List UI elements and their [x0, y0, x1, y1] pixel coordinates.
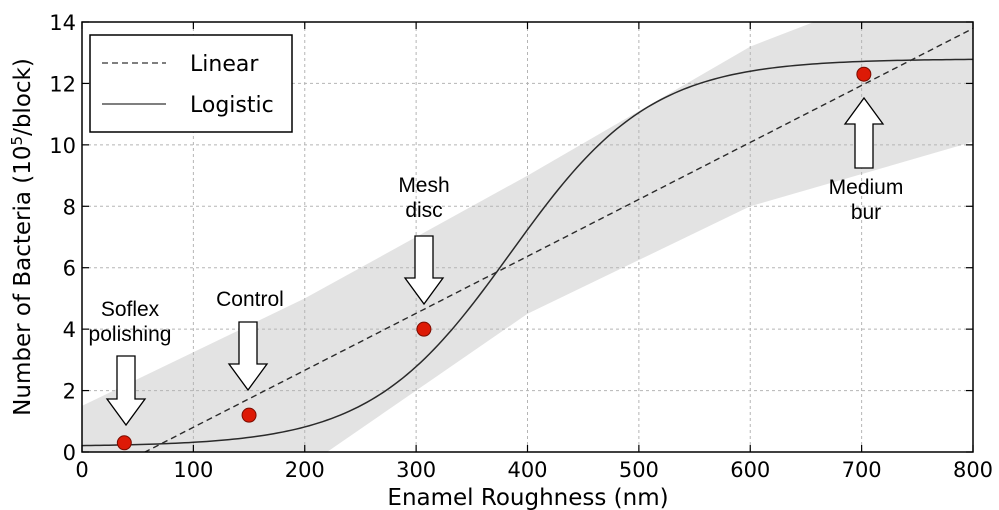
x-tick-label: 0 [75, 458, 88, 482]
annotation-label: Soflex [101, 298, 160, 321]
annotation-label: Mesh [398, 174, 449, 197]
data-point [856, 66, 872, 82]
fit-lines-layer [82, 27, 973, 452]
data-points-layer [116, 66, 872, 451]
y-tick-label: 6 [63, 257, 76, 281]
annotation-arrow [843, 96, 885, 169]
y-tick-label: 14 [49, 11, 76, 35]
ticks-layer: 0 100 200 300 400 500 600 700 800 0 2 4 6 8 10 12 14 [49, 11, 993, 482]
y-tick-label: 2 [63, 380, 76, 404]
x-tick-label: 100 [173, 458, 213, 482]
y-tick-label: 4 [63, 318, 76, 342]
confidence-band [82, 22, 973, 452]
data-point [241, 407, 257, 423]
x-tick-label: 300 [396, 458, 436, 482]
y-tick-label: 10 [49, 134, 76, 158]
y-axis-title-suffix: /block) [10, 58, 36, 136]
legend: Linear Logistic [89, 34, 293, 133]
x-axis-title: Enamel Roughness (nm) [387, 485, 668, 510]
data-point [116, 435, 132, 451]
y-axis-title-prefix: Number of Bacteria (10 [10, 145, 36, 415]
y-axis-title-superscript: 5 [8, 136, 26, 146]
linear-fit-line [143, 27, 973, 452]
x-tick-label: 600 [730, 458, 770, 482]
x-tick-label: 800 [953, 458, 993, 482]
annotation-label: polishing [89, 323, 172, 346]
annotation-label: disc [405, 199, 442, 222]
confidence-band-layer [82, 22, 973, 452]
annotation-label: Control [216, 288, 284, 311]
annotation-arrow [105, 355, 147, 427]
legend-linear-label: Linear [190, 52, 259, 77]
x-tick-label: 400 [507, 458, 547, 482]
annotation-arrow [227, 321, 269, 392]
y-tick-label: 0 [63, 441, 76, 465]
legend-logistic-label: Logistic [190, 93, 274, 118]
x-tick-label: 500 [619, 458, 659, 482]
y-tick-label: 12 [49, 72, 76, 96]
x-tick-label: 200 [285, 458, 325, 482]
annotation-arrow [403, 235, 445, 306]
legend-box [89, 34, 293, 133]
y-tick-label: 8 [63, 195, 76, 219]
grid-layer [82, 22, 973, 452]
logistic-fit-line [82, 58, 973, 447]
x-tick-label: 700 [842, 458, 882, 482]
annotation-label: Medium [829, 176, 904, 199]
data-point [416, 321, 432, 337]
annotation-label: bur [851, 201, 881, 224]
y-axis-title: Number of Bacteria (105/block) [8, 58, 36, 416]
